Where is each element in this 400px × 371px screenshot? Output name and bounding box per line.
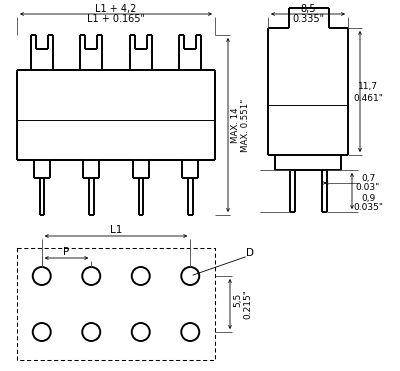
Text: L1 + 4,2: L1 + 4,2 [95, 4, 137, 14]
Text: 0.03": 0.03" [356, 184, 380, 193]
Text: 11,7: 11,7 [358, 82, 378, 91]
Text: 0.461": 0.461" [353, 94, 383, 103]
Text: MAX. 0.551": MAX. 0.551" [242, 98, 250, 152]
Text: 0.215": 0.215" [244, 289, 252, 319]
Text: D: D [246, 248, 254, 258]
Text: 0.035": 0.035" [353, 204, 383, 213]
Text: 0,9: 0,9 [361, 194, 375, 203]
Text: 5,5: 5,5 [234, 293, 242, 307]
Bar [17, 248, 215, 360]
Text: 0,7: 0,7 [361, 174, 375, 183]
Text: L1 + 0.165": L1 + 0.165" [87, 14, 145, 24]
Text: 0.335": 0.335" [292, 14, 324, 24]
Text: L1: L1 [110, 225, 122, 235]
Text: 8,5: 8,5 [300, 4, 316, 14]
Text: MAX. 14: MAX. 14 [232, 107, 240, 143]
Text: P: P [63, 247, 70, 257]
